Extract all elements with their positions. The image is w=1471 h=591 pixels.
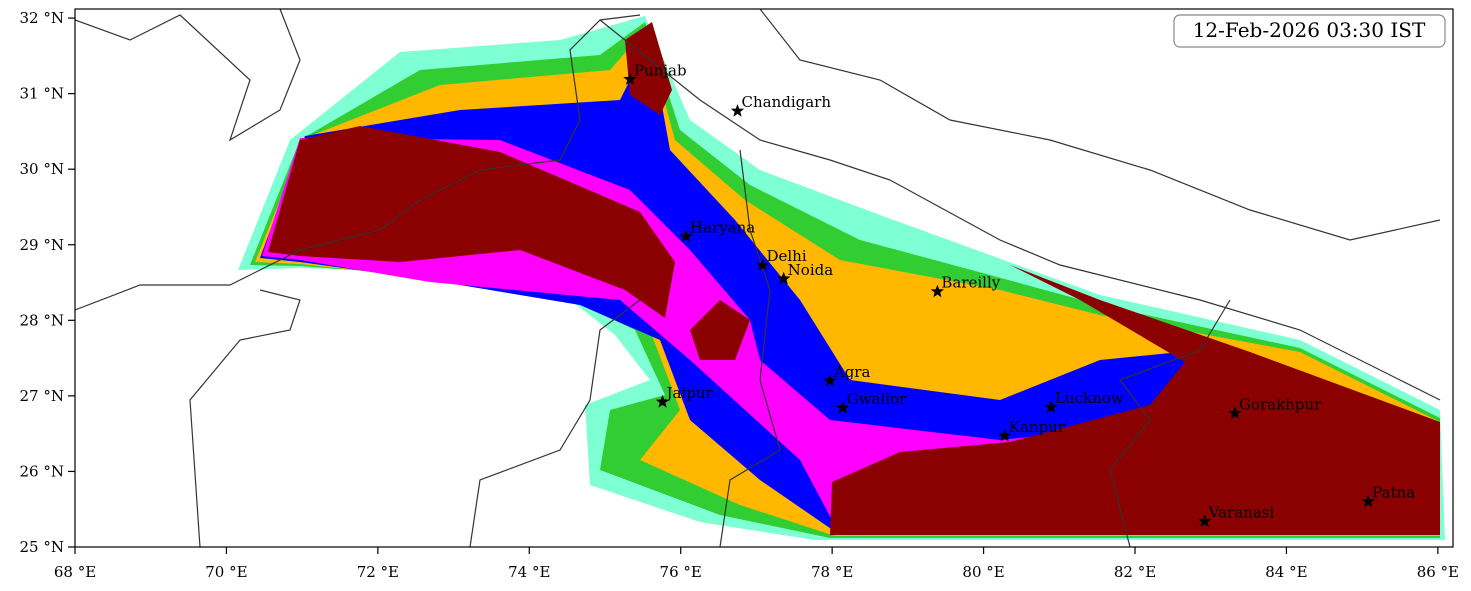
x-tick-label: 82 °E — [1114, 563, 1156, 581]
city-marker — [777, 271, 791, 285]
city-label: Chandigarh — [742, 93, 832, 111]
city-label: Kanpur — [1009, 418, 1066, 436]
city-marker — [998, 428, 1012, 442]
y-tick-label: 30 °N — [20, 160, 64, 178]
x-tick-label: 76 °E — [660, 563, 702, 581]
city-label: Varanasi — [1208, 503, 1275, 521]
x-tick-label: 68 °E — [54, 563, 96, 581]
border — [75, 9, 301, 142]
precip-area — [690, 300, 750, 360]
city-label: Jaipur — [665, 384, 714, 402]
city-label: Gwalior — [847, 390, 907, 408]
plot-frame — [74, 8, 1454, 548]
city-marker — [655, 394, 670, 408]
city-label: Haryana — [690, 218, 755, 236]
timestamp-box — [1173, 14, 1446, 48]
precip-area — [268, 126, 675, 318]
boundaries — [75, 9, 1441, 547]
precip-area — [625, 22, 672, 115]
city-marker — [730, 104, 745, 117]
x-tick-label: 74 °E — [508, 563, 550, 581]
y-tick-label: 32 °N — [20, 9, 64, 27]
y-tick-label: 26 °N — [20, 462, 64, 480]
y-tick-label: 29 °N — [20, 236, 64, 254]
city-marker — [1044, 400, 1058, 413]
border — [599, 19, 1441, 401]
city-label: Bareilly — [941, 274, 1000, 292]
city-label: Delhi — [766, 247, 806, 265]
city-label: Noida — [788, 261, 834, 279]
x-tick-label: 84 °E — [1265, 563, 1307, 581]
y-tick-label: 25 °N — [20, 538, 64, 556]
city-label: Punjab — [634, 61, 687, 79]
city-marker — [1198, 514, 1212, 527]
x-tick-label: 86 °E — [1417, 563, 1459, 581]
precip-area — [830, 265, 1440, 535]
city-marker — [930, 284, 944, 298]
city-marker — [623, 72, 637, 85]
x-tick-label: 80 °E — [962, 563, 1004, 581]
city-label: Agra — [833, 363, 871, 381]
border — [189, 289, 301, 547]
timestamp: 12-Feb-2026 03:30 IST — [1193, 18, 1426, 42]
city-label: Gorakhpur — [1239, 395, 1322, 413]
border — [75, 14, 641, 311]
city-label: Lucknow — [1055, 389, 1124, 407]
city-marker — [755, 258, 770, 271]
x-tick-label: 70 °E — [205, 563, 247, 581]
city-marker — [679, 229, 693, 243]
city-marker — [1228, 406, 1242, 419]
x-tick-label: 72 °E — [357, 563, 399, 581]
city-label: Patna — [1372, 484, 1415, 502]
city-marker — [1361, 494, 1375, 508]
y-tick-label: 27 °N — [20, 387, 64, 405]
city-marker — [836, 401, 850, 414]
border — [759, 9, 1441, 241]
border — [719, 149, 781, 547]
border — [1109, 299, 1231, 547]
border — [469, 299, 641, 547]
city-marker — [823, 373, 837, 387]
precipitation-field — [238, 16, 1445, 540]
y-tick-label: 28 °N — [20, 311, 64, 329]
x-tick-label: 78 °E — [811, 563, 853, 581]
y-tick-label: 31 °N — [20, 85, 64, 103]
